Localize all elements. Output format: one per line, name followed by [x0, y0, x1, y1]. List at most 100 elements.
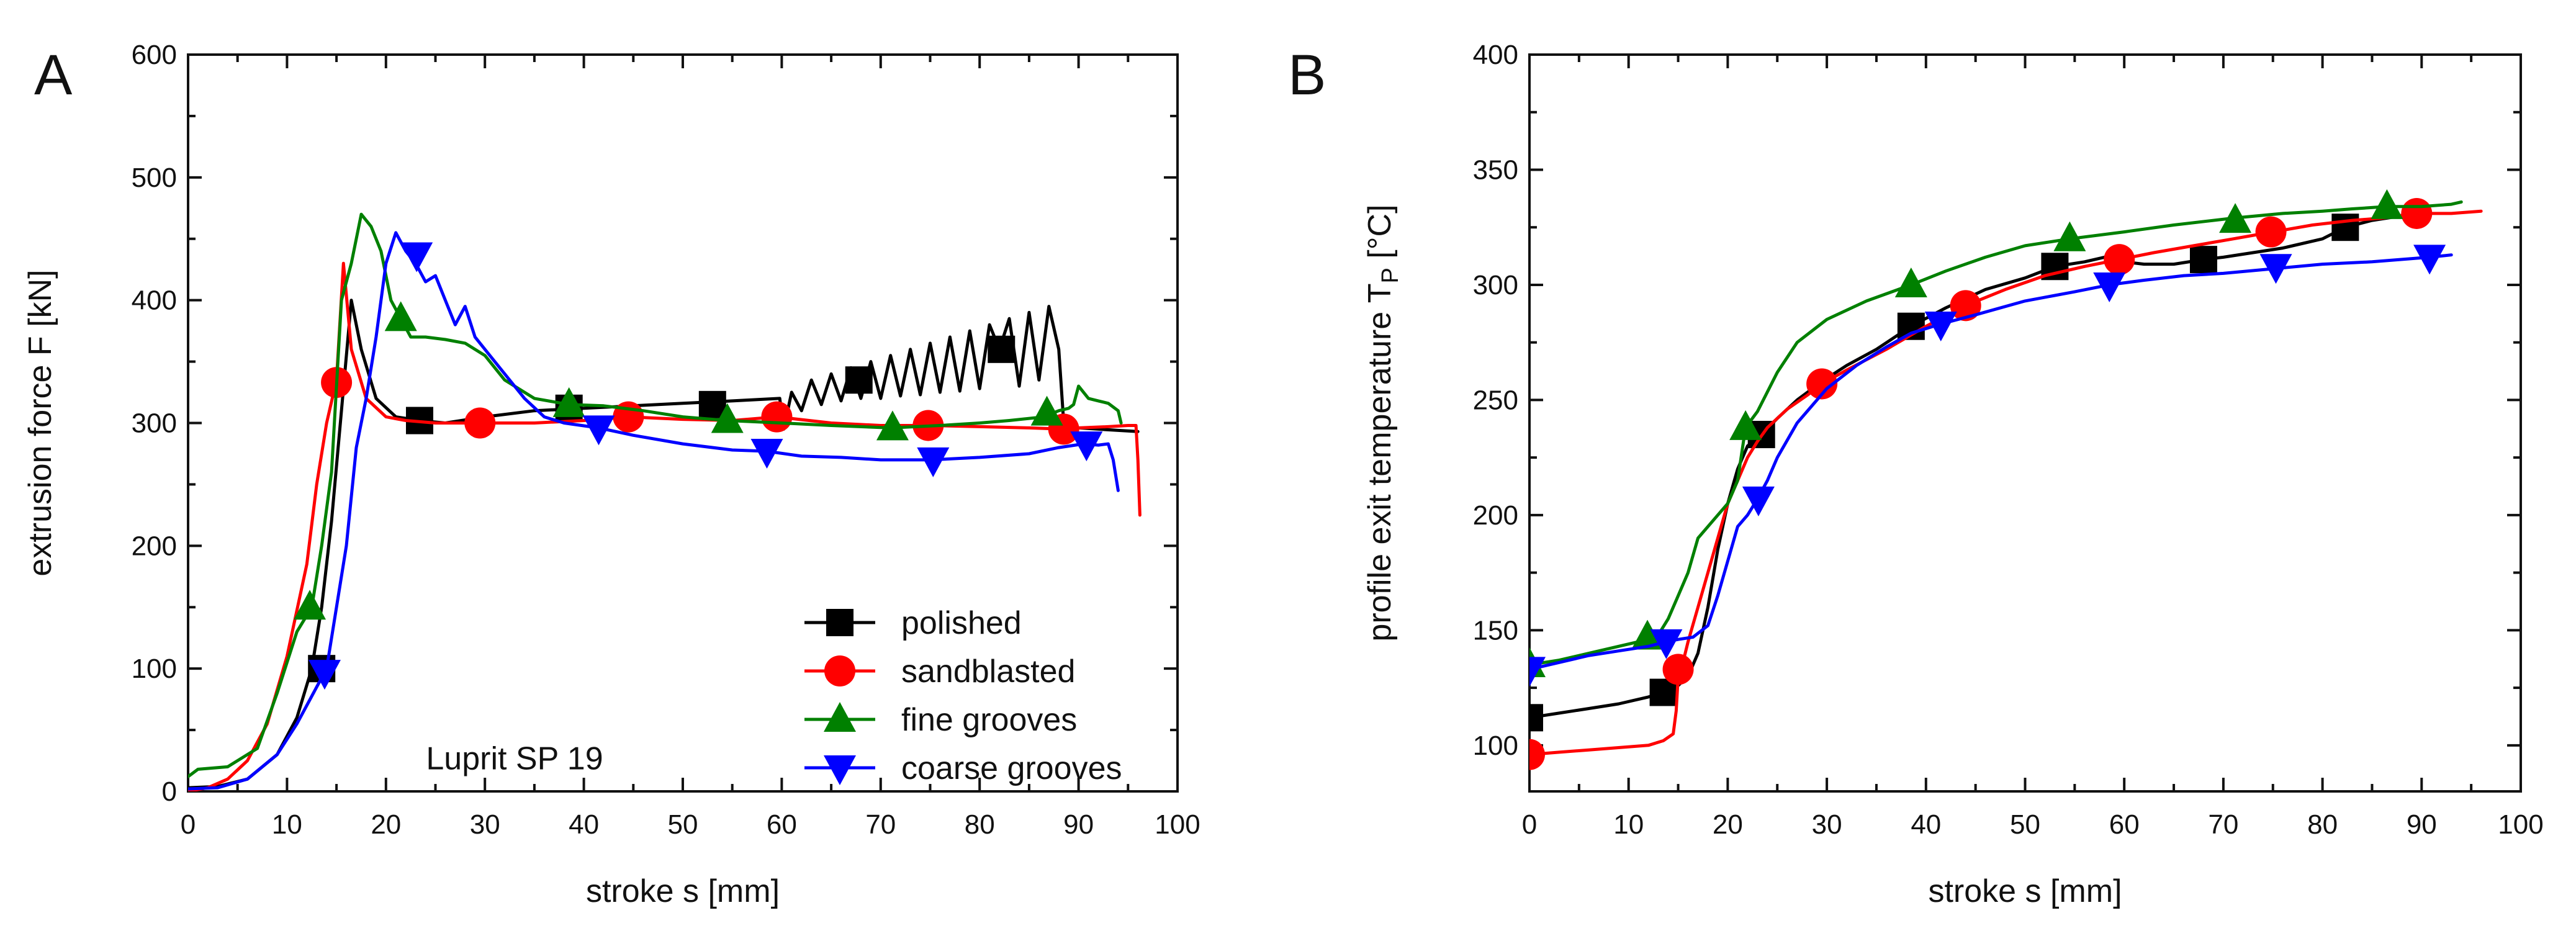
x-tick-label: 60 [767, 809, 797, 840]
legend-marker-polished [826, 609, 853, 636]
y-tick-label: 300 [132, 408, 177, 439]
panel-a-chart: A 0 10 20 30 40 50 60 70 80 90 100 0 100 200 300 400 500 6… [22, 40, 1200, 909]
series-line-polished [188, 299, 1140, 790]
data-point-fine-grooves [876, 410, 909, 441]
data-point-polished [845, 366, 873, 394]
data-point-coarse-grooves [1070, 431, 1103, 462]
series-fine-grooves [1529, 189, 2463, 677]
series-coarse-grooves [188, 231, 1120, 791]
y-axis-title-subscript: P [1377, 268, 1403, 283]
y-tick-label: 100 [132, 654, 177, 684]
data-point-fine-grooves [294, 590, 327, 620]
data-point-coarse-grooves [1650, 629, 1683, 659]
chart-annotation: Luprit SP 19 [426, 740, 603, 776]
legend-item: sandblasted [804, 654, 1075, 690]
x-tick-label: 50 [2010, 809, 2040, 840]
data-point-fine-grooves [1894, 267, 1927, 297]
data-point-coarse-grooves [917, 447, 950, 477]
y-tick-label: 100 [1473, 731, 1518, 761]
data-point-fine-grooves [1729, 410, 1762, 440]
x-tick-label: 100 [1155, 809, 1200, 840]
data-point-polished [1529, 704, 1543, 732]
x-tick-label: 20 [371, 809, 401, 840]
legend-label: polished [901, 605, 1022, 641]
x-tick-label: 70 [2208, 809, 2238, 840]
legend-label: coarse grooves [901, 750, 1122, 786]
x-tick-label: 90 [2407, 809, 2437, 840]
y-tick-label: 300 [1473, 270, 1518, 300]
data-point-sandblasted [464, 407, 496, 439]
x-tick-label: 100 [2498, 809, 2543, 840]
legend-marker-fine-grooves [824, 702, 856, 732]
data-point-fine-grooves [552, 387, 585, 417]
data-point-fine-grooves [1631, 619, 1664, 650]
y-tick-label: 200 [132, 531, 177, 561]
x-tick-label: 70 [865, 809, 896, 840]
data-point-sandblasted [761, 401, 793, 433]
legend-item: polished [804, 605, 1022, 641]
data-point-coarse-grooves [1924, 311, 1957, 341]
x-tick-label: 90 [1063, 809, 1094, 840]
y-axis-title: profile exit temperature TP [°C] [1362, 204, 1403, 641]
y-axis-title: extrusion force F [kN] [22, 269, 58, 576]
data-point-coarse-grooves [400, 242, 433, 272]
y-tick-label: 350 [1473, 155, 1518, 185]
data-point-sandblasted [2401, 197, 2433, 229]
x-tick-label: 0 [181, 809, 196, 840]
x-tick-label: 60 [2109, 809, 2140, 840]
panel-letter: B [1288, 43, 1326, 107]
y-axis-title-unit: [°C] [1362, 204, 1398, 268]
series-line-coarse-grooves [1529, 253, 2453, 671]
y-tick-label: 250 [1473, 385, 1518, 415]
legend-label: sandblasted [901, 654, 1075, 690]
data-point-polished [2189, 246, 2217, 274]
x-tick-label: 10 [272, 809, 302, 840]
series-line-fine-grooves [1529, 200, 2463, 667]
legend: polished sandblasted fine grooves coarse gr… [804, 605, 1122, 786]
data-point-coarse-grooves [2413, 245, 2446, 275]
data-point-fine-grooves [1030, 395, 1063, 426]
data-point-sandblasted [1662, 654, 1694, 685]
data-point-fine-grooves [2219, 203, 2252, 233]
data-point-polished [2331, 214, 2359, 241]
data-point-coarse-grooves [2259, 254, 2292, 284]
legend-label: fine grooves [901, 702, 1077, 738]
x-tick-label: 50 [668, 809, 698, 840]
legend-item: fine grooves [804, 702, 1077, 738]
y-tick-label: 400 [1473, 40, 1518, 70]
series-line-fine-grooves [188, 212, 1123, 778]
data-point-coarse-grooves [750, 439, 783, 469]
x-tick-label: 80 [2307, 809, 2338, 840]
y-axis-title-main: profile exit temperature T [1362, 283, 1398, 641]
legend-item: coarse grooves [804, 750, 1122, 786]
legend-marker-sandblasted [824, 655, 855, 686]
x-tick-label: 20 [1713, 809, 1743, 840]
series-line-coarse-grooves [188, 231, 1120, 791]
y-tick-label: 400 [132, 286, 177, 316]
data-point-fine-grooves [384, 301, 417, 331]
data-point-polished [988, 335, 1016, 363]
data-point-coarse-grooves [1529, 657, 1546, 687]
legend-marker-coarse-grooves [824, 755, 856, 785]
series-fine-grooves [188, 212, 1123, 778]
x-tick-label: 40 [1911, 809, 1941, 840]
x-tick-label: 80 [965, 809, 995, 840]
data-point-sandblasted [1806, 368, 1838, 400]
y-tick-label: 600 [132, 40, 177, 70]
data-point-sandblasted [1950, 290, 1981, 322]
data-point-coarse-grooves [1742, 486, 1775, 516]
x-axis-title: stroke s [mm] [1928, 873, 2122, 909]
data-point-fine-grooves [2053, 221, 2086, 251]
y-tick-label: 150 [1473, 615, 1518, 646]
data-point-fine-grooves [711, 403, 744, 433]
data-point-fine-grooves [2371, 189, 2403, 219]
data-point-coarse-grooves [2093, 272, 2126, 302]
x-tick-label: 10 [1613, 809, 1644, 840]
data-point-sandblasted [2104, 244, 2135, 276]
panel-letter: A [34, 43, 73, 107]
data-point-coarse-grooves [308, 660, 341, 690]
x-axis-title: stroke s [mm] [586, 873, 780, 909]
x-tick-label: 0 [1522, 809, 1537, 840]
x-tick-label: 40 [569, 809, 599, 840]
